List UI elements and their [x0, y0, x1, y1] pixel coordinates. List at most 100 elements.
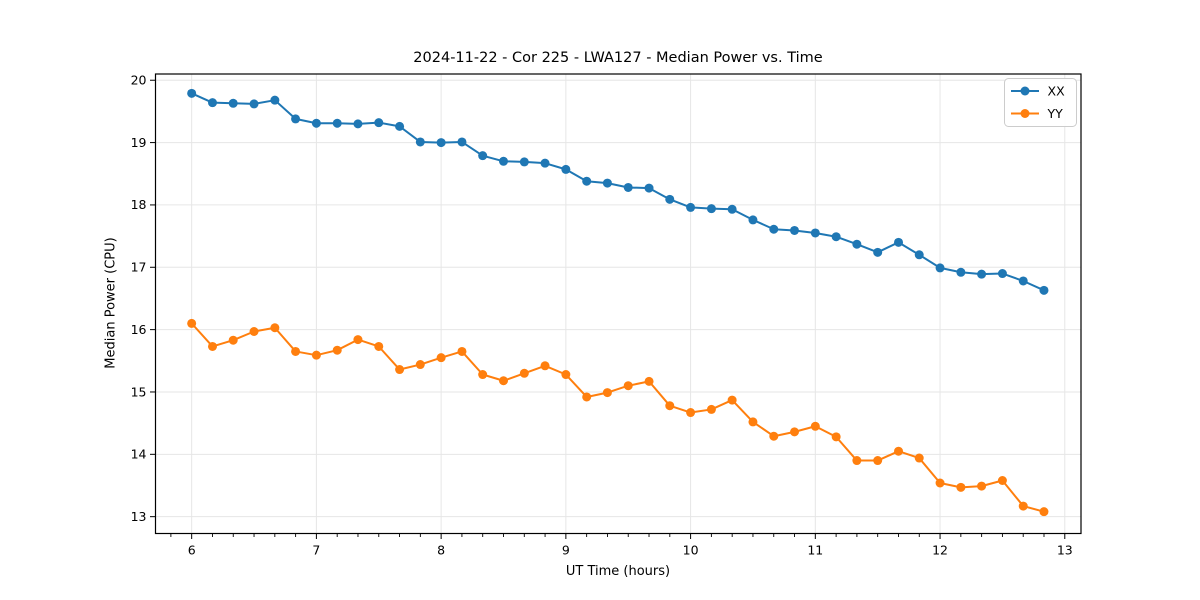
series-YY-marker [270, 323, 280, 333]
x-tick-label: 6 [188, 543, 196, 558]
series-YY-marker [644, 376, 654, 386]
series-XX-marker [935, 263, 945, 273]
series-YY-marker [332, 345, 342, 355]
series-XX-marker [291, 114, 301, 124]
series-XX-marker [187, 88, 197, 98]
x-tick-label: 13 [1057, 543, 1073, 558]
series-XX-marker [228, 98, 238, 108]
x-tick-label: 10 [683, 543, 699, 558]
series-YY-marker [249, 326, 259, 336]
series-XX-marker [727, 204, 737, 214]
series-YY-marker [810, 421, 820, 431]
series-YY-marker [519, 368, 529, 378]
series-YY-marker [1018, 501, 1028, 511]
series-YY-marker [436, 353, 446, 363]
x-tick-label: 11 [807, 543, 823, 558]
series-XX-marker [208, 98, 218, 108]
series-YY-marker [228, 335, 238, 345]
x-tick-label: 9 [562, 543, 570, 558]
series-XX-marker [353, 119, 363, 129]
series-XX-marker [415, 137, 425, 147]
series-XX-marker [914, 250, 924, 260]
y-tick-label: 14 [131, 447, 147, 462]
series-YY-marker [415, 360, 425, 370]
series-YY-marker [935, 478, 945, 488]
series-YY-marker [894, 446, 904, 456]
series-YY-marker [977, 481, 987, 491]
legend-label: YY [1047, 106, 1064, 121]
y-tick-label: 18 [131, 197, 147, 212]
series-YY-marker [997, 476, 1007, 486]
series-XX-marker [623, 182, 633, 192]
series-YY-marker [540, 361, 550, 371]
series-XX-marker [1039, 285, 1049, 295]
y-tick-label: 19 [131, 135, 147, 150]
series-XX-marker [457, 137, 467, 147]
series-XX-marker [602, 178, 612, 188]
series-XX-marker [894, 237, 904, 247]
series-XX-marker [311, 118, 321, 128]
series-YY-marker [748, 417, 758, 427]
series-YY-marker [291, 346, 301, 356]
series-YY-marker [789, 427, 799, 437]
series-XX-marker [873, 247, 883, 257]
series-YY-marker [956, 482, 966, 492]
series-YY-marker [769, 431, 779, 441]
series-XX-marker [769, 224, 779, 234]
y-tick-label: 15 [131, 384, 147, 399]
series-YY-marker [852, 456, 862, 466]
series-YY-marker [498, 376, 508, 386]
plot-frame [154, 73, 1082, 535]
series-YY-marker [623, 381, 633, 391]
y-tick-label: 20 [131, 73, 147, 88]
series-XX-marker [810, 228, 820, 238]
series-XX-marker [332, 118, 342, 128]
legend-sample-marker [1020, 86, 1030, 96]
series-YY-marker [665, 401, 675, 411]
y-tick-label: 17 [131, 260, 147, 275]
series-XX-marker [519, 157, 529, 167]
series-XX-marker [540, 158, 550, 168]
series-XX-marker [831, 232, 841, 242]
series-XX-marker [706, 204, 716, 214]
series-YY-marker [582, 392, 592, 402]
series-YY-marker [561, 370, 571, 380]
series-XX-marker [852, 239, 862, 249]
series-YY-marker [374, 341, 384, 351]
y-tick-label: 16 [131, 322, 147, 337]
series-YY-marker [686, 408, 696, 418]
series-YY-marker [914, 453, 924, 463]
series-XX-marker [789, 225, 799, 235]
series-YY-marker [831, 432, 841, 442]
series-YY-marker [1039, 507, 1049, 517]
series-YY-marker [457, 346, 467, 356]
series-XX-marker [395, 121, 405, 131]
series-XX-marker [686, 202, 696, 212]
x-tick-label: 8 [437, 543, 445, 558]
series-XX-marker [498, 156, 508, 166]
series-XX-marker [436, 138, 446, 148]
series-XX-marker [956, 267, 966, 277]
series-YY-marker [311, 350, 321, 360]
series-XX-marker [478, 151, 488, 161]
series-YY-marker [395, 365, 405, 375]
series-XX-marker [977, 269, 987, 279]
chart-title: 2024-11-22 - Cor 225 - LWA127 - Median P… [413, 50, 823, 66]
series-YY-marker [873, 456, 883, 466]
series-XX-marker [665, 194, 675, 204]
series-YY-marker [706, 404, 716, 414]
series-YY-line [190, 322, 1045, 513]
series-XX-marker [997, 269, 1007, 279]
series-XX-marker [748, 215, 758, 225]
x-tick-label: 7 [312, 543, 320, 558]
series-XX-marker [644, 183, 654, 193]
series-XX-marker [561, 164, 571, 174]
series-YY-marker [602, 388, 612, 398]
series-YY-marker [208, 341, 218, 351]
x-tick-label: 12 [932, 543, 948, 558]
legend-box [1004, 78, 1077, 127]
series-XX-marker [249, 99, 259, 109]
legend: XX YY [1004, 78, 1077, 127]
